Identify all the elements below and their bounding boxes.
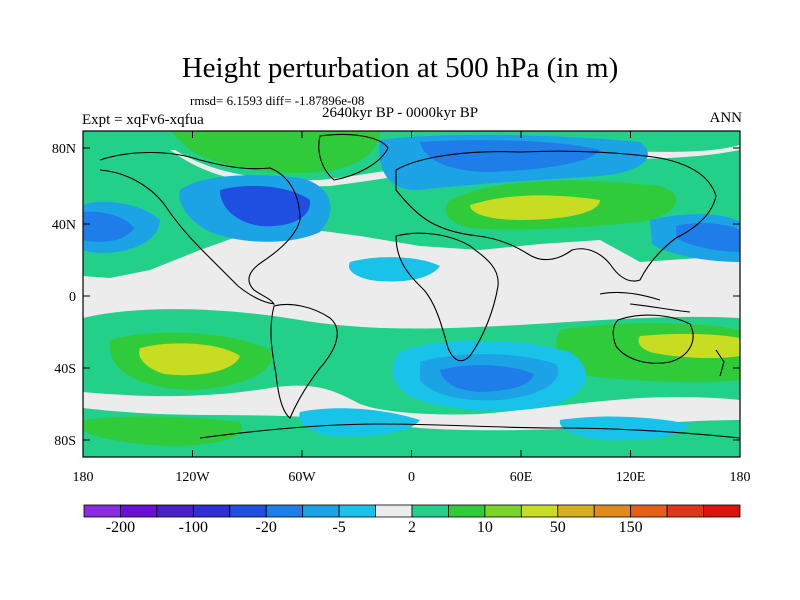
colorbar-swatch xyxy=(411,504,449,518)
coastlines xyxy=(99,133,740,439)
lat-tick-label: 0 xyxy=(69,290,76,305)
latitude-axis: 80N 40N 0 40S 80S xyxy=(52,142,740,449)
experiment-label: Expt = xqFv6-xqfua xyxy=(82,112,204,128)
west-pacific-core xyxy=(83,211,134,242)
colorbar-label: -20 xyxy=(256,519,277,536)
antarctica-coast xyxy=(199,423,740,439)
colorbar-swatch xyxy=(520,504,559,518)
longitude-axis: 180 120W 60W 0 60E 120E 180 xyxy=(73,131,751,485)
lat-tick-label: 40S xyxy=(54,362,76,377)
colorbar-swatch xyxy=(338,504,376,518)
south-indian-high-core xyxy=(638,333,740,359)
new-zealand-coast xyxy=(715,349,725,377)
colorbar-swatch xyxy=(265,504,304,518)
africa-coast xyxy=(395,232,499,362)
lon-tick-label: 60W xyxy=(288,470,316,485)
lon-tick-label: 120E xyxy=(616,470,646,485)
plot-title: Height perturbation at 500 hPa (in m) xyxy=(181,52,619,84)
lat-tick-label: 40N xyxy=(52,218,76,233)
south-america-coast xyxy=(270,303,338,419)
north-america-coast xyxy=(99,152,301,305)
colorbar-swatch xyxy=(302,504,340,518)
atlantic-cyan-patch xyxy=(348,257,440,282)
australia-coast xyxy=(612,314,694,364)
lat-tick-label: 80S xyxy=(54,434,76,449)
stats-label: rmsd= 6.1593 diff= -1.87896e-08 xyxy=(190,93,365,108)
colorbar-label: -5 xyxy=(332,519,345,536)
east-pacific-core xyxy=(676,223,740,252)
colorbar-swatch xyxy=(593,504,632,518)
season-label: ANN xyxy=(709,110,743,126)
colorbar-swatch xyxy=(375,504,413,518)
eurasia-core xyxy=(420,140,600,172)
colorbar-swatch xyxy=(703,504,741,518)
lon-tick-label: 180 xyxy=(730,470,751,485)
colorbar-label: 50 xyxy=(550,519,566,536)
greenland-coast xyxy=(318,133,389,181)
lon-tick-label: 60E xyxy=(510,470,533,485)
colorbar-swatch xyxy=(120,504,158,518)
lat-tick-label: 80N xyxy=(52,142,76,157)
colorbar-swatch xyxy=(630,504,668,518)
lon-tick-label: 0 xyxy=(408,470,415,485)
contour-field xyxy=(83,131,740,457)
colorbar-swatch xyxy=(666,504,704,518)
lon-tick-label: 180 xyxy=(73,470,94,485)
colorbar-swatch xyxy=(83,504,121,518)
south-atlantic-low-core xyxy=(440,365,534,392)
colorbar-labels: -200 -100 -20 -5 2 10 50 150 xyxy=(106,519,643,536)
antarctic-low-east xyxy=(559,416,690,441)
colorbar xyxy=(83,504,741,518)
period-label: 2640kyr BP - 0000kyr BP xyxy=(322,105,479,121)
colorbar-swatch xyxy=(156,504,194,518)
indonesia-coast xyxy=(599,291,691,313)
colorbar-label: -100 xyxy=(179,519,208,536)
arctic-green xyxy=(170,131,380,174)
antarctic-green xyxy=(83,416,242,446)
colorbar-label: 2 xyxy=(408,519,416,536)
south-pacific-high-core xyxy=(139,343,240,376)
colorbar-label: 10 xyxy=(477,519,493,536)
colorbar-swatch xyxy=(192,504,231,518)
colorbar-label: 150 xyxy=(619,519,643,536)
asia-high-core xyxy=(470,195,600,220)
eurasia-coast xyxy=(395,150,717,282)
colorbar-swatch xyxy=(484,504,522,518)
antarctic-low xyxy=(299,408,420,437)
lon-tick-label: 120W xyxy=(175,470,210,485)
colorbar-label: -200 xyxy=(106,519,135,536)
colorbar-swatch xyxy=(557,504,595,518)
colorbar-swatch xyxy=(448,504,486,518)
colorbar-swatch xyxy=(229,504,267,518)
north-america-core xyxy=(220,185,311,227)
